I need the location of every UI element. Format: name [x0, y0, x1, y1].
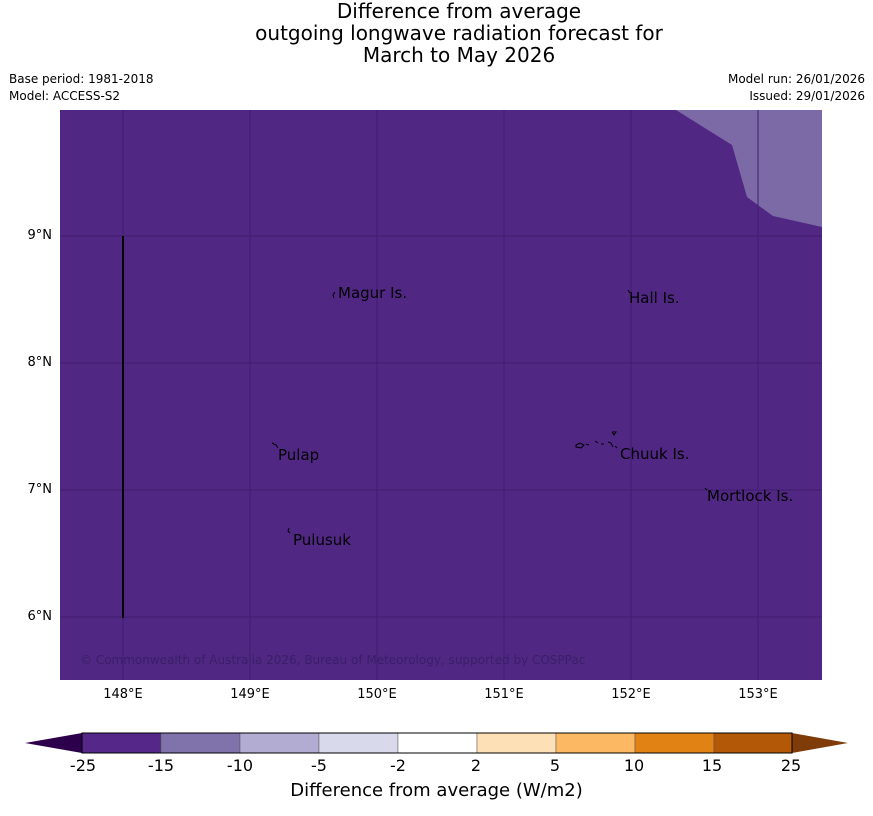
- colorbar-frame: [81, 732, 793, 754]
- meta-right: Model run: 26/01/2026 Issued: 29/01/2026: [728, 71, 865, 105]
- lon-tick-150e: 150°E: [357, 687, 397, 702]
- anomaly-fill-upper-right: [676, 110, 822, 227]
- colorbar-label: 10: [623, 756, 645, 775]
- colorbar-arrow-left: [25, 733, 82, 753]
- place-label-mortlock: Mortlock Is.: [707, 487, 794, 505]
- island-pulap: [271, 442, 279, 449]
- colorbar-label: 5: [549, 756, 561, 775]
- title-line-1: Difference from average: [336, 0, 582, 23]
- place-label-pulusuk: Pulusuk: [293, 531, 351, 549]
- colorbar-label: -25: [69, 756, 97, 775]
- graticule: [60, 110, 822, 680]
- colorbar-label: -15: [147, 756, 175, 775]
- colorbar-label: -2: [390, 756, 406, 775]
- model-name: Model: ACCESS-S2: [9, 89, 121, 103]
- place-label-magur: Magur Is.: [338, 284, 408, 302]
- colorbar-bin: [318, 732, 399, 754]
- island-magur: [332, 291, 336, 299]
- island-pulusuk: [287, 527, 291, 534]
- colorbar-title: Difference from average (W/m2): [290, 780, 583, 801]
- lon-tick-151e: 151°E: [484, 687, 524, 702]
- lon-tick-152e: 152°E: [611, 687, 651, 702]
- island-hall: [627, 289, 631, 294]
- place-label-chuuk: Chuuk Is.: [620, 445, 690, 463]
- anomaly-fill-background: [60, 110, 822, 680]
- colorbar-label: 15: [701, 756, 723, 775]
- colorbar-label: -5: [311, 756, 327, 775]
- colorbar-label: -10: [226, 756, 254, 775]
- colorbar-bin: [634, 732, 715, 754]
- map-title: Difference from average outgoing longwav…: [0, 0, 873, 66]
- lat-tick-6n: 6°N: [27, 609, 53, 624]
- base-period: Base period: 1981-2018: [9, 72, 154, 86]
- issued-date: Issued: 29/01/2026: [749, 89, 865, 103]
- colorbar-label: 2: [470, 756, 482, 775]
- place-label-pulap: Pulap: [278, 446, 320, 464]
- colorbar-arrow-right: [792, 733, 848, 753]
- colorbar: [25, 732, 848, 754]
- colorbar-bin: [81, 732, 162, 754]
- lat-tick-8n: 8°N: [27, 355, 53, 370]
- colorbar-bin: [555, 732, 636, 754]
- lon-tick-148e: 148°E: [103, 687, 143, 702]
- colorbar-bin: [160, 732, 241, 754]
- title-line-3: March to May 2026: [362, 43, 556, 67]
- island-mortlock: [704, 487, 708, 491]
- colorbar-bin: [713, 732, 793, 754]
- lon-tick-153e: 153°E: [738, 687, 778, 702]
- copyright-credit: © Commonwealth of Australia 2026, Bureau…: [80, 653, 586, 667]
- island-outlines: [271, 289, 708, 534]
- island-chuuk: [575, 431, 618, 449]
- colorbar-bin: [239, 732, 320, 754]
- model-run: Model run: 26/01/2026: [727, 72, 865, 86]
- colorbar-bin: [397, 732, 478, 754]
- place-label-hall: Hall Is.: [629, 289, 680, 307]
- map-panel: [60, 110, 822, 680]
- lat-tick-7n: 7°N: [27, 482, 53, 497]
- lon-tick-149e: 149°E: [230, 687, 270, 702]
- lat-tick-9n: 9°N: [27, 228, 53, 243]
- map-canvas: [60, 110, 822, 680]
- title-line-2: outgoing longwave radiation forecast for: [255, 21, 663, 45]
- colorbar-bins: [81, 732, 793, 754]
- colorbar-bin: [476, 732, 557, 754]
- meta-left: Base period: 1981-2018 Model: ACCESS-S2: [9, 71, 154, 105]
- colorbar-label: 25: [780, 756, 802, 775]
